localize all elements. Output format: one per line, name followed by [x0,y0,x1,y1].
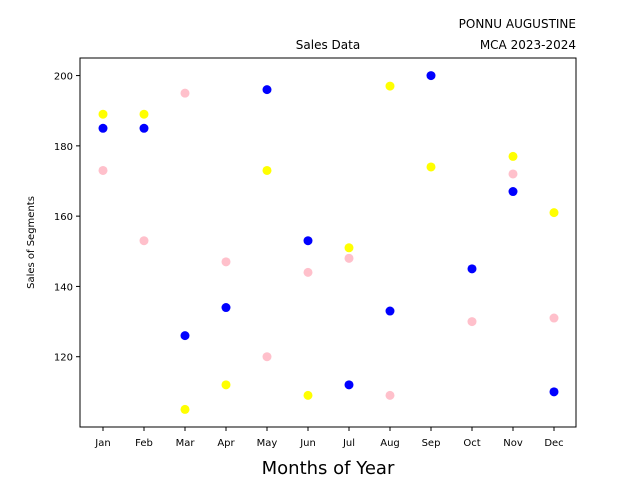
x-tick-label: Nov [503,438,523,449]
data-point-series-3 [221,257,231,267]
data-points [98,71,559,414]
data-point-series-1 [344,380,354,390]
y-tick-label: 180 [54,142,73,153]
y-tick-label: 160 [54,212,73,223]
data-point-series-2 [139,109,149,119]
x-tick-label: Jan [94,438,110,449]
data-point-series-2 [303,390,313,400]
data-point-series-3 [508,169,518,179]
data-point-series-3 [385,390,395,400]
x-tick-label: Oct [463,438,480,449]
data-point-series-2 [385,81,395,91]
x-tick-label: Sep [422,438,441,449]
x-tick-label: Apr [217,438,235,449]
data-point-series-3 [180,88,190,98]
data-point-series-2 [344,243,354,253]
data-point-series-3 [344,253,354,263]
data-point-series-3 [303,267,313,277]
y-axis-label: Sales of Segments [26,196,37,289]
data-point-series-1 [385,306,395,316]
y-tick-label: 200 [54,72,73,83]
data-point-series-1 [262,85,272,95]
data-point-series-1 [98,123,108,133]
chart-title: Sales Data [296,38,360,52]
data-point-series-3 [98,165,108,175]
data-point-series-2 [98,109,108,119]
x-tick-label: Dec [544,438,563,449]
data-point-series-1 [426,71,436,81]
x-tick-label: Jul [342,438,355,449]
data-point-series-3 [139,236,149,246]
y-tick-label: 120 [54,353,73,364]
data-point-series-1 [180,331,190,341]
data-point-series-1 [508,187,518,197]
data-point-series-1 [467,264,477,274]
y-tick-label: 140 [54,282,73,293]
data-point-series-1 [139,123,149,133]
x-tick-label: Feb [135,438,153,449]
x-tick-label: Jun [299,438,316,449]
chart-course: MCA 2023-2024 [480,38,576,52]
data-point-series-2 [549,208,559,218]
data-point-series-1 [221,303,231,313]
data-point-series-1 [303,236,313,246]
chart-author: PONNU AUGUSTINE [459,17,576,31]
data-point-series-2 [426,162,436,172]
data-point-series-2 [508,151,518,161]
data-point-series-1 [549,387,559,397]
data-point-series-2 [221,380,231,390]
data-point-series-3 [549,313,559,323]
axes: Jan Feb Mar Apr May Jun Jul Aug Sep Oct Nov Dec 120 1… [54,72,564,449]
x-tick-label: Aug [380,438,400,449]
data-point-series-2 [180,404,190,414]
data-point-series-2 [262,165,272,175]
x-tick-label: Mar [176,438,196,449]
data-point-series-3 [467,317,477,327]
x-tick-label: May [257,438,278,449]
x-axis-label: Months of Year [262,458,395,479]
chart-title-group: Sales Data PONNU AUGUSTINE MCA 2023-2024 [296,17,576,52]
plot-frame [79,57,577,428]
data-point-series-3 [262,352,272,362]
